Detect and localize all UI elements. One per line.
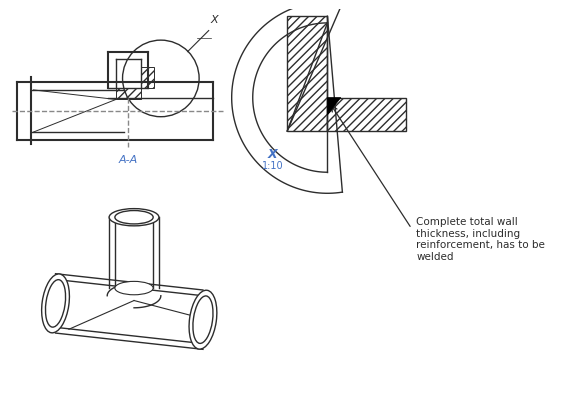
Polygon shape (327, 98, 341, 115)
Text: X: X (211, 15, 218, 25)
Ellipse shape (189, 290, 217, 349)
Text: 1:10: 1:10 (262, 161, 284, 171)
Text: X: X (268, 148, 278, 161)
Ellipse shape (46, 280, 65, 327)
Ellipse shape (115, 281, 153, 295)
Text: A-A: A-A (119, 155, 138, 165)
Text: Complete total wall
thickness, including
reinforcement, has to be
welded: Complete total wall thickness, including… (417, 217, 545, 262)
Ellipse shape (42, 274, 69, 333)
Ellipse shape (115, 210, 153, 224)
Ellipse shape (109, 209, 159, 226)
Bar (116, 88, 141, 100)
Bar (287, 16, 327, 131)
Bar (141, 67, 154, 88)
Bar (327, 98, 406, 131)
Ellipse shape (193, 296, 213, 344)
